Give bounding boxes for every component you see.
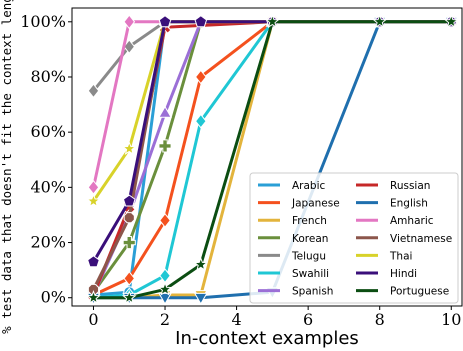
data-point [193,256,209,271]
data-point [159,213,171,228]
legend-label: Arabic [292,180,326,192]
data-point [194,113,207,129]
legend-item: Russian [356,180,430,192]
data-point [87,83,100,99]
data-point [158,15,172,28]
data-point [123,212,135,224]
data-point [194,69,207,85]
data-point [122,194,136,207]
data-point [159,268,171,284]
legend-label: Amharic [390,215,434,227]
legend-item: Telugu [258,250,326,262]
data-point [123,14,136,30]
y-tick-label: 20% [30,233,66,252]
legend-item: English [356,198,428,210]
data-point [158,139,172,153]
data-point [121,290,137,304]
series-lines [86,14,459,306]
legend-label: Spanish [292,286,333,298]
x-tick-label: 0 [88,310,98,329]
x-tick-label: 10 [441,310,461,329]
legend-item: Spanish [258,286,333,298]
y-tick-label: 80% [30,67,66,86]
legend-item: Vietnamese [356,233,452,245]
plot-frame [71,7,463,307]
legend-label: Japanese [291,198,340,210]
data-point [158,105,172,118]
data-point [194,15,208,28]
x-tick-label: 6 [303,310,313,329]
y-tick-label: 0% [41,288,66,307]
data-point [372,14,388,29]
x-tick-label: 8 [375,310,385,329]
axes: 0 2 4 6 8 100%20%40%60%80%100% [20,7,463,329]
legend-label: Russian [390,180,430,192]
legend-label: Portuguese [390,286,449,298]
legend-box [249,172,459,304]
legend-item: Swahili [258,268,329,280]
data-point [122,235,136,250]
x-tick-label: 4 [231,310,241,329]
legend: Arabic Japanese French Korean Telugu Swahili S… [249,172,459,304]
legend-item: Portuguese [356,286,449,298]
data-point [158,292,172,305]
legend-item: Hindi [356,268,417,280]
legend-item: French [258,215,327,227]
x-tick-label: 2 [160,310,170,329]
legend-label: Thai [389,250,412,262]
y-tick-label: 40% [30,177,66,196]
y-axis-label: % test data that doesn't fit the context… [0,0,14,334]
series-amharic [87,14,458,195]
data-point [265,14,280,29]
legend-label: Vietnamese [390,233,452,245]
legend-item: Korean [258,233,328,245]
legend-label: Korean [292,233,328,245]
data-point [193,292,208,305]
legend-label: English [390,198,428,210]
legend-item: Amharic [356,215,434,227]
data-point [86,290,101,304]
legend-item: Thai [356,250,412,262]
data-point [121,141,137,155]
legend-label: French [292,215,327,227]
legend-label: Telugu [291,250,326,262]
legend-item: Japanese [258,198,340,210]
data-point [443,14,459,29]
y-tick-label: 100% [20,12,66,31]
series-portuguese [86,14,459,304]
legend-label: Swahili [292,268,329,280]
data-point [86,193,101,208]
data-point [157,281,173,296]
x-axis-label: In-context examples [175,328,359,349]
data-point [87,255,100,268]
legend-label: Hindi [390,268,417,280]
data-point [87,179,100,195]
legend-item: Arabic [258,180,326,192]
y-tick-label: 60% [30,122,66,141]
data-point [123,271,136,286]
